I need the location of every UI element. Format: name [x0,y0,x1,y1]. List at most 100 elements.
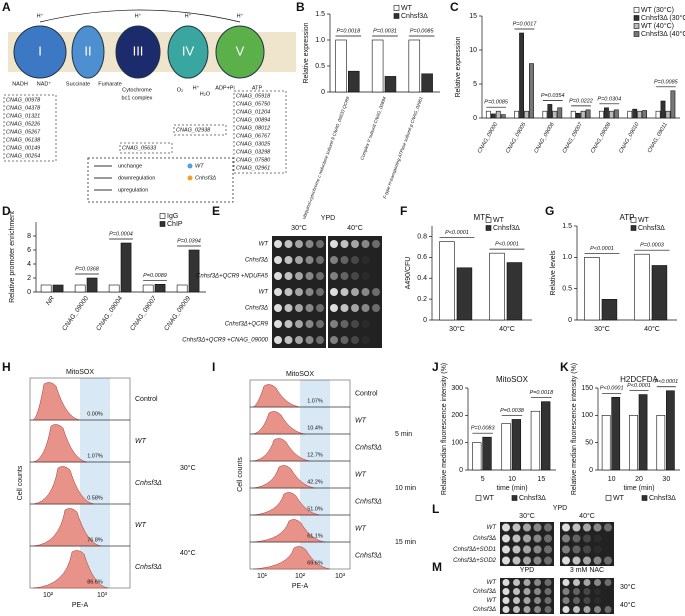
row-label: Cnhsf3Δ [355,444,382,451]
plate [328,332,382,348]
temperature: 30°C [620,583,636,591]
colony-spot [594,606,601,613]
colony-spot [316,240,324,248]
y-tick-label: 0.5 [315,63,325,70]
y-tick-label: 0 [589,467,593,474]
percent: 0.58% [87,495,103,501]
molecule: H⁺ [135,12,142,19]
percent: 1.07% [87,453,103,459]
gene-id: CNAG_01321 [6,113,40,119]
x-tick-label: CNAG_09010 [618,121,641,154]
complex [167,25,209,79]
temperature: 30°C [291,224,307,232]
colony-spot [340,256,349,264]
bar [408,39,421,93]
row-label: Cnhsf3Δ [355,498,382,505]
bar [489,252,505,321]
colony-spot [274,256,282,264]
bar [575,112,581,119]
y-tick-label: 1.0 [315,37,325,44]
x-tick-label: CNAG_09000 [61,295,90,332]
y-tick-label: 8 [27,233,31,240]
histogram [252,465,316,489]
bar [348,70,360,93]
bar [524,110,529,119]
y-tick-label: 1.5 [315,11,325,18]
colony-spot [573,588,580,595]
bar [421,73,433,93]
time-label: 10 min [395,485,416,492]
chart-title: H2DCFDA [620,375,658,384]
legend-swatch [630,225,637,231]
y-tick-label: 0 [423,317,427,324]
y-axis-label: Relative expression [303,22,310,83]
gene-box [173,124,227,136]
bar [585,109,591,119]
y-tick-label: 15 [469,13,477,20]
y-tick-label: 200 [451,412,463,419]
histogram [252,492,321,516]
legend-label: Cnhsf3Δ (30°C) [641,14,685,22]
colony-spot [513,579,520,586]
bar [601,299,618,321]
chart-title: MTS [474,213,491,222]
bar [608,110,614,119]
medium: 3 mM NAC [570,567,604,574]
bar [632,108,638,119]
colony-spot [316,272,324,280]
bar [637,110,643,119]
colony-spot [583,588,591,595]
bar [472,442,482,471]
colony-spot [512,534,521,543]
colony-spot [583,606,591,613]
colony-spot [583,556,591,565]
colony-spot [274,288,282,296]
colony-spot [583,534,591,543]
plate [560,544,614,555]
colony-spot [372,304,380,312]
y-tick-label: 50 [585,440,593,447]
y-tick-label: 1.5 [562,223,572,230]
p-value: P=0.0089 [143,273,167,279]
strain-label: Cnhsf3Δ [473,536,496,542]
histogram [32,550,109,589]
gene-id: CNAG_05633 [122,145,157,151]
gene-id: CNAG_02938 [176,127,211,133]
colony-spot [361,320,370,328]
legend-label: WT [401,5,413,12]
colony-spot [562,606,570,613]
gene-id: CNAG_05750 [236,101,271,107]
colony-spot [502,597,510,604]
complex [115,25,161,79]
p-value: P=0.0018 [529,390,554,396]
strain-label: Cnhsf3Δ+SOD1 [453,547,496,553]
gene-box [3,94,57,162]
row-label: Cnhsf3Δ [355,552,382,559]
y-axis-label: Cell counts [17,465,24,500]
colony-spot [512,556,521,565]
x-tick-label: CNAG_09011 [647,122,669,154]
bar [506,262,523,321]
legend-text: unchange [118,163,142,169]
bar [511,419,522,471]
gene-id: CNAG_06767 [236,133,271,139]
x-tick-label: CNAG_09004 [95,295,124,332]
colony-spot [604,556,612,565]
row-label: WT [135,522,147,529]
histogram [32,382,81,421]
p-value: P=0.0004 [109,231,133,237]
colony-spot [295,336,303,344]
p-value: P=0.0018 [336,28,361,34]
colony-spot [513,597,520,604]
bar [188,249,200,293]
panel-label: G [545,204,554,218]
colony-spot [316,288,324,296]
panel-label: A [2,0,11,14]
bar [176,284,188,293]
colony-spot [330,256,338,264]
legend-swatch [633,31,640,37]
colony-spot [284,272,293,280]
y-axis-label: Relative median fluorescence intensity (… [571,363,578,495]
plate [328,252,382,268]
gene-id: CNAG_06138 [6,137,41,143]
